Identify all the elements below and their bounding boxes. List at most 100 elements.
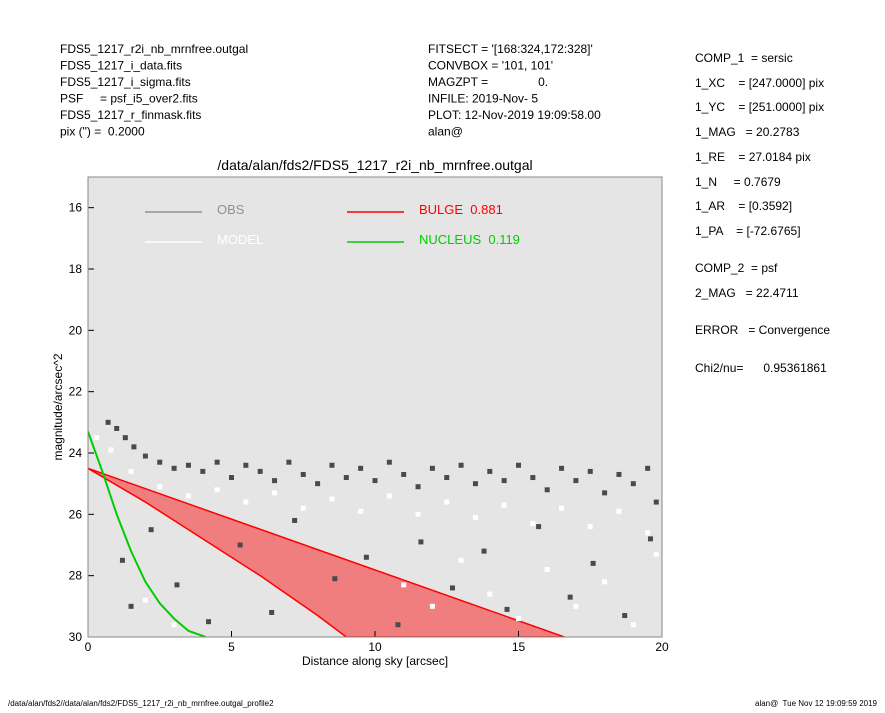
data-point <box>429 603 435 609</box>
y-axis-label: magnitude/arcsec^2 <box>51 353 65 460</box>
header-left-line: FDS5_1217_r_finmask.fits <box>60 108 201 122</box>
data-point <box>300 505 306 511</box>
data-point <box>559 505 565 511</box>
header-middle-line: MAGZPT = 0. <box>428 75 548 89</box>
data-point <box>415 484 421 490</box>
data-point <box>185 493 191 499</box>
data-point <box>269 609 275 615</box>
data-point <box>142 453 148 459</box>
y-tick-label: 20 <box>69 323 83 337</box>
data-point <box>174 582 180 588</box>
data-point <box>105 419 111 425</box>
chart-title: /data/alan/fds2/FDS5_1217_r2i_nb_mrnfree… <box>217 157 532 173</box>
data-point <box>243 462 249 468</box>
y-tick-label: 22 <box>69 385 83 399</box>
data-point <box>536 524 542 530</box>
legend-label: NUCLEUS 0.119 <box>419 232 520 247</box>
data-point <box>286 459 292 465</box>
data-point <box>587 524 593 530</box>
data-point <box>602 579 608 585</box>
x-tick-label: 0 <box>85 640 92 654</box>
plot-background <box>88 177 662 637</box>
data-point <box>157 484 163 490</box>
data-point <box>128 603 134 609</box>
data-point <box>544 567 550 573</box>
data-point <box>171 465 177 471</box>
data-point <box>530 521 536 527</box>
data-point <box>630 481 636 487</box>
fit-info-line: 1_RE = 27.0184 pix <box>695 150 811 164</box>
header-left-line: PSF = psf_i5_over2.fits <box>60 92 198 106</box>
header-middle-line: PLOT: 12-Nov-2019 19:09:58.00 <box>428 108 601 122</box>
legend-label: BULGE 0.881 <box>419 202 503 217</box>
header-middle-line: alan@ <box>428 125 463 139</box>
data-point <box>329 496 335 502</box>
fit-info-line: 1_PA = [-72.6765] <box>695 224 801 238</box>
data-point <box>142 597 148 603</box>
data-point <box>616 508 622 514</box>
data-point <box>544 487 550 493</box>
data-point <box>472 514 478 520</box>
header-left-line: FDS5_1217_r2i_nb_mrnfree.outgal <box>60 42 248 56</box>
data-point <box>587 468 593 474</box>
data-point <box>229 475 234 481</box>
data-point <box>401 471 407 477</box>
data-point <box>645 465 651 471</box>
fit-info-line: Chi2/nu= 0.95361861 <box>695 361 827 375</box>
data-point <box>131 444 137 450</box>
data-point <box>372 478 378 484</box>
fit-info-line: 1_MAG = 20.2783 <box>695 125 800 139</box>
data-point <box>292 517 298 523</box>
data-point <box>573 478 579 484</box>
data-point <box>272 478 278 484</box>
data-point <box>458 557 464 563</box>
data-point <box>148 527 154 533</box>
data-point <box>243 499 249 505</box>
x-tick-label: 10 <box>368 640 382 654</box>
fit-info-line: ERROR = Convergence <box>695 323 830 337</box>
legend-label: OBS <box>217 202 245 217</box>
data-point <box>472 481 478 487</box>
data-point <box>358 465 364 471</box>
data-point <box>602 490 608 496</box>
x-tick-label: 5 <box>228 640 235 654</box>
data-point <box>645 530 651 536</box>
x-tick-label: 15 <box>512 640 526 654</box>
data-point <box>363 554 369 560</box>
data-point <box>214 459 220 465</box>
plot-frame <box>87 176 663 638</box>
data-point <box>114 425 120 431</box>
data-point <box>214 487 220 493</box>
data-point <box>272 490 278 496</box>
x-axis-label: Distance along sky [arcsec] <box>302 654 448 668</box>
data-point <box>444 475 450 481</box>
data-point <box>386 459 392 465</box>
data-point <box>122 435 128 441</box>
data-point <box>401 582 407 588</box>
data-point <box>418 539 424 545</box>
data-point <box>300 471 306 477</box>
data-point <box>622 613 628 619</box>
legend-label: MODEL <box>217 232 263 247</box>
y-tick-label: 18 <box>69 262 83 276</box>
data-point <box>329 462 335 468</box>
fit-info-line: 1_YC = [251.0000] pix <box>695 100 824 114</box>
data-point <box>530 475 536 481</box>
data-point <box>429 465 435 471</box>
data-point <box>128 468 134 474</box>
data-point <box>559 465 565 471</box>
data-point <box>487 468 493 474</box>
data-point <box>171 622 177 628</box>
data-point <box>501 478 507 484</box>
y-tick-label: 16 <box>69 201 83 215</box>
data-point <box>257 468 263 474</box>
fit-info-line: COMP_1 = sersic <box>695 51 793 65</box>
header-left-line: FDS5_1217_i_data.fits <box>60 59 182 73</box>
fit-info-line: 1_AR = [0.3592] <box>695 199 792 213</box>
y-tick-label: 28 <box>69 569 83 583</box>
data-point <box>119 557 125 563</box>
data-point <box>648 536 654 542</box>
y-tick-label: 24 <box>69 446 83 460</box>
header-middle-line: CONVBOX = '101, 101' <box>428 59 553 73</box>
